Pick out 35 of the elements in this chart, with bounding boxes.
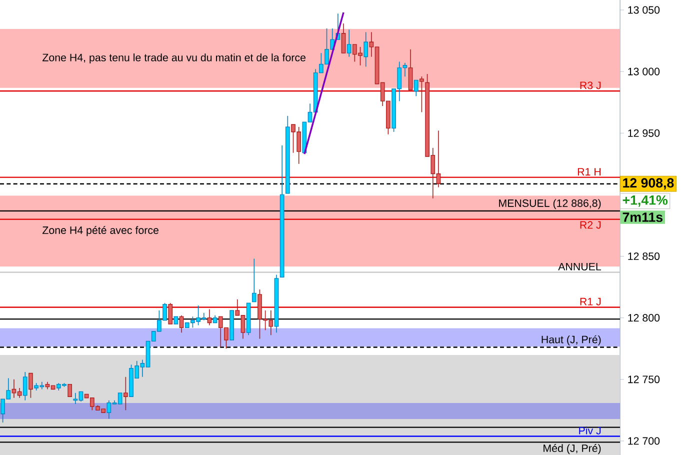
- band-label: Zone H4, pas tenu le trade au vu du matin et de la force: [42, 53, 306, 64]
- y-tick-label: 13 050: [628, 6, 660, 14]
- text: 12 908,8: [623, 178, 674, 190]
- ref-line-label: R1 H: [578, 168, 601, 176]
- y-tick-label: 12 700: [628, 437, 660, 445]
- candlestick: [408, 48, 413, 90]
- band-label: Zone H4 pété avec force: [42, 226, 158, 236]
- candlestick: [364, 32, 368, 68]
- candlestick: [414, 80, 418, 97]
- candlestick: [420, 76, 424, 113]
- ref-line-label: R2 J: [580, 221, 601, 229]
- y-tick-label: 12 850: [628, 252, 660, 260]
- ref-line-label: ANNUEL: [558, 262, 602, 270]
- ref-line-label: R1 J: [580, 298, 601, 306]
- candlestick: [168, 302, 173, 324]
- candlestick: [22, 372, 28, 401]
- candlestick: [68, 384, 72, 397]
- ref-line-label: Méd (J, Pré): [544, 444, 601, 454]
- candlestick: [252, 258, 256, 302]
- candlestick: [124, 376, 128, 411]
- candlestick: [179, 314, 184, 333]
- ref-line-label: R3 J: [580, 82, 601, 90]
- y-tick-label: 12 800: [628, 314, 660, 322]
- y-tick-label: 12 950: [628, 129, 660, 137]
- ref-line-label: Haut (J, Pré): [542, 335, 601, 346]
- text: +1,41%: [622, 195, 668, 207]
- candlestick: [28, 372, 33, 398]
- ref-line-label: MENSUEL (12 886,8): [499, 199, 601, 210]
- y-tick-label: 13 000: [628, 68, 660, 76]
- y-tick-label: 12 750: [628, 376, 660, 384]
- candlestick: [207, 308, 212, 326]
- text: 7m11s: [622, 212, 663, 222]
- candlestick: [341, 23, 346, 54]
- candlestick: [346, 29, 352, 58]
- ref-line-label: Piv J: [579, 426, 601, 434]
